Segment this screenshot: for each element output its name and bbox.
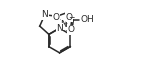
Text: N: N bbox=[41, 10, 48, 19]
Text: N: N bbox=[60, 20, 67, 29]
Text: O: O bbox=[53, 13, 60, 22]
Text: O: O bbox=[66, 13, 73, 22]
Text: −: − bbox=[68, 13, 75, 22]
Text: O: O bbox=[68, 25, 75, 34]
Text: +: + bbox=[62, 21, 68, 26]
Text: OH: OH bbox=[80, 15, 94, 24]
Text: N: N bbox=[56, 24, 63, 33]
